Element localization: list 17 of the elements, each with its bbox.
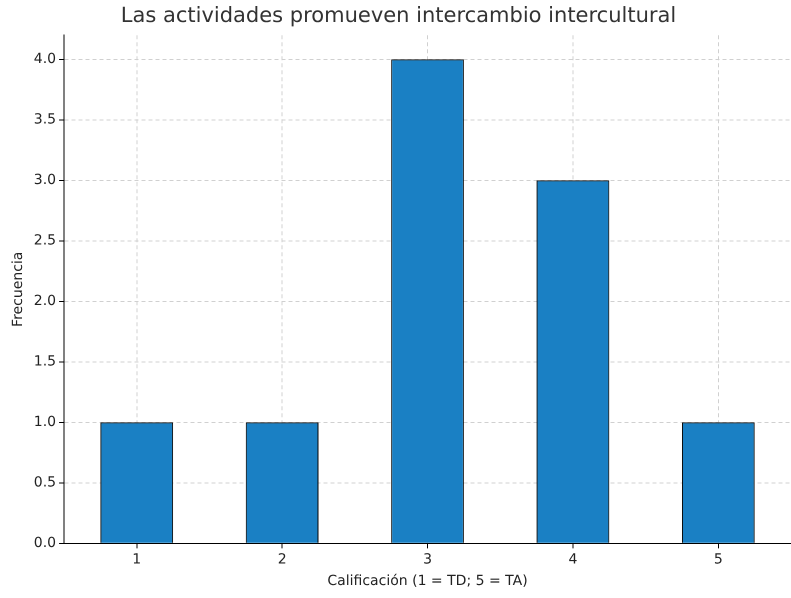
y-tick-label: 2.5 xyxy=(34,232,56,249)
y-axis-title: Frecuencia xyxy=(10,252,26,327)
y-tick-label: 3.5 xyxy=(34,112,56,128)
x-tick-label: 3 xyxy=(423,551,432,568)
x-tick-label: 5 xyxy=(714,551,723,568)
x-axis-title: Calificación (1 = TD; 5 = TA) xyxy=(327,573,528,590)
x-tick-label: 4 xyxy=(568,551,578,568)
y-tick-label: 4.0 xyxy=(34,51,56,68)
y-tick-label: 3.0 xyxy=(34,172,56,188)
y-tick-label: 0.0 xyxy=(34,535,56,552)
x-tick-label: 2 xyxy=(278,551,287,568)
x-tick-label: 1 xyxy=(132,551,142,568)
chart-title: Las actividades promueven intercambio intercultural xyxy=(120,3,676,28)
y-tick-label: 1.0 xyxy=(34,414,56,430)
y-tick-label: 0.5 xyxy=(34,474,56,491)
y-tick-label: 2.0 xyxy=(34,293,56,310)
y-tick-label: 1.5 xyxy=(34,354,56,370)
